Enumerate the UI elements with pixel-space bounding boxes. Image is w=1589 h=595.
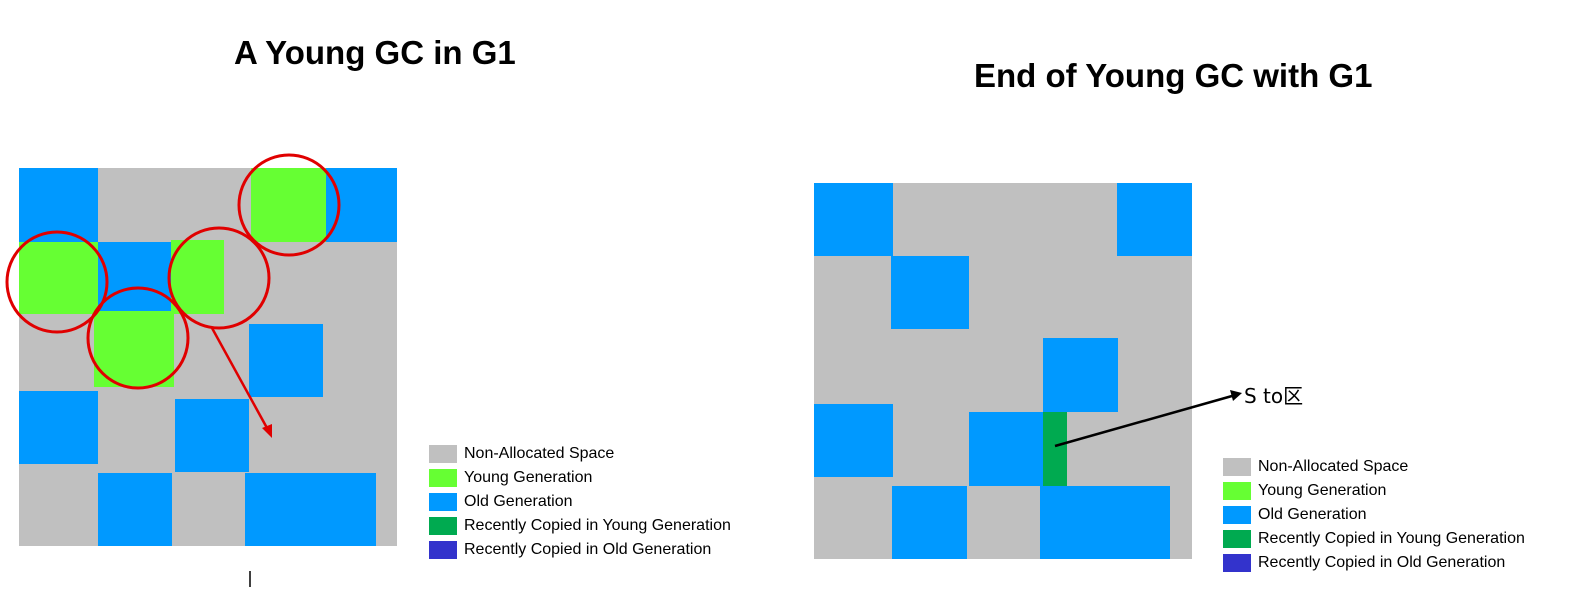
survivor-to-region-label: S to区	[1244, 384, 1304, 408]
legend-swatch	[429, 541, 457, 559]
old-region	[175, 399, 249, 472]
right-panel-title: End of Young GC with G1	[974, 57, 1373, 94]
old-region	[245, 473, 376, 546]
legend-label: Old Generation	[1258, 506, 1367, 523]
legend-label: Old Generation	[464, 493, 573, 510]
old-region	[98, 242, 171, 314]
old-region	[326, 168, 397, 242]
highlight-circle	[167, 226, 271, 330]
old-region	[814, 183, 893, 256]
legend-item-young: Young Generation	[429, 466, 731, 490]
young-region	[251, 168, 326, 242]
legend-item-recently-copied-young: Recently Copied in Young Generation	[429, 514, 731, 538]
legend-swatch	[429, 517, 457, 535]
legend-swatch	[1223, 530, 1251, 548]
legend-label: Recently Copied in Young Generation	[1258, 530, 1525, 547]
legend-item-young: Young Generation	[1223, 479, 1525, 503]
recently-copied-young-region	[1043, 412, 1067, 486]
young-region	[19, 242, 98, 314]
callout-arrow-head	[1230, 390, 1242, 401]
old-region	[19, 391, 98, 464]
evacuation-arrow	[210, 327, 269, 429]
legend-label: Non-Allocated Space	[464, 445, 615, 462]
legend-item-non-allocated: Non-Allocated Space	[1223, 455, 1525, 479]
old-region	[19, 168, 98, 242]
legend-swatch	[429, 445, 457, 463]
legend-label: Young Generation	[1258, 482, 1387, 499]
legend-label: Young Generation	[464, 469, 593, 486]
legend-swatch	[429, 469, 457, 487]
legend-swatch	[1223, 506, 1251, 524]
old-region	[969, 412, 1043, 486]
old-region	[814, 404, 893, 477]
old-region	[1043, 338, 1118, 412]
legend-item-old: Old Generation	[429, 490, 731, 514]
young-region	[94, 311, 174, 387]
old-region	[98, 473, 172, 546]
legend-swatch	[1223, 554, 1251, 572]
highlight-circle	[5, 230, 109, 334]
left-legend: Non-Allocated Space Young Generation Old…	[429, 442, 731, 562]
right-legend: Non-Allocated Space Young Generation Old…	[1223, 455, 1525, 575]
legend-item-recently-copied-old: Recently Copied in Old Generation	[1223, 551, 1525, 575]
right-heap	[814, 183, 1242, 559]
old-region	[1117, 183, 1192, 256]
legend-label: Recently Copied in Old Generation	[1258, 554, 1506, 571]
legend-swatch	[1223, 458, 1251, 476]
highlight-circle	[86, 286, 190, 390]
old-region	[892, 486, 967, 559]
legend-item-recently-copied-young: Recently Copied in Young Generation	[1223, 527, 1525, 551]
legend-item-old: Old Generation	[1223, 503, 1525, 527]
young-region	[171, 240, 224, 314]
old-region	[891, 256, 969, 329]
old-region	[249, 324, 323, 397]
legend-swatch	[1223, 482, 1251, 500]
legend-label: Recently Copied in Young Generation	[464, 517, 731, 534]
legend-label: Recently Copied in Old Generation	[464, 541, 712, 558]
legend-swatch	[429, 493, 457, 511]
old-region	[1040, 486, 1170, 559]
left-heap	[5, 153, 397, 587]
left-panel-title: A Young GC in G1	[234, 34, 516, 71]
legend-item-recently-copied-old: Recently Copied in Old Generation	[429, 538, 731, 562]
legend-label: Non-Allocated Space	[1258, 458, 1409, 475]
legend-item-non-allocated: Non-Allocated Space	[429, 442, 731, 466]
highlight-circle	[237, 153, 341, 257]
callout-arrow	[1054, 394, 1233, 448]
evacuation-arrow-head	[262, 424, 272, 438]
